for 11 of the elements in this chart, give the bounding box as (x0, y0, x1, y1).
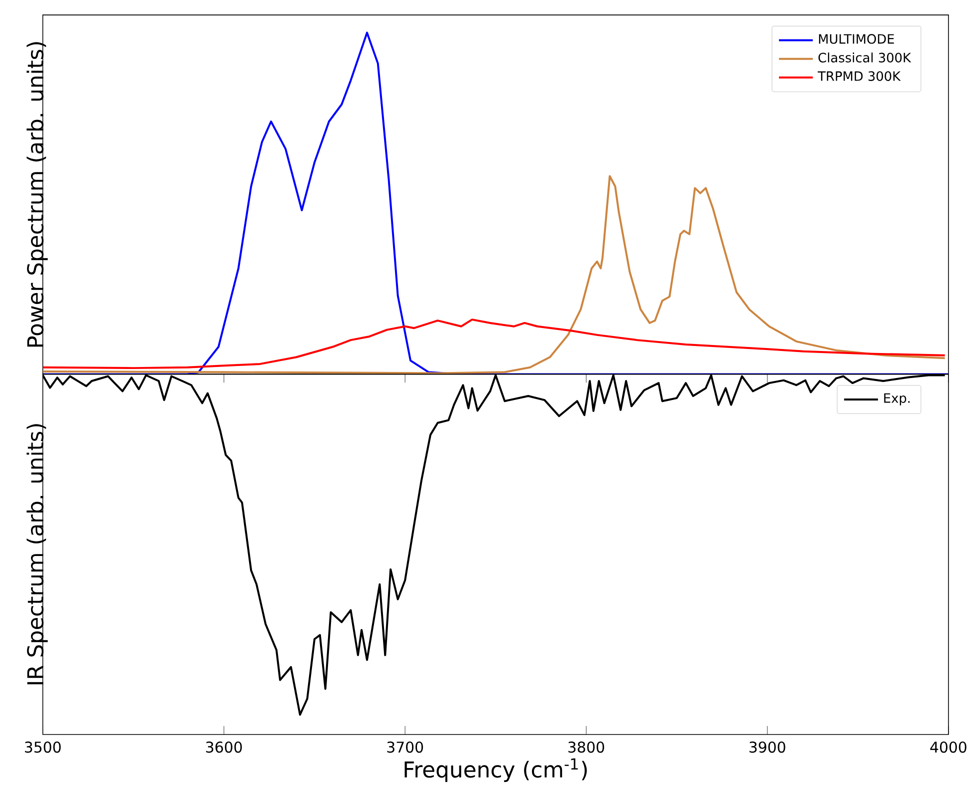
x-tick-label: 3700 (387, 741, 423, 753)
legend-label: Classical 300K (818, 52, 912, 62)
x-tick-label: 4000 (930, 741, 966, 753)
legend-label: Exp. (884, 393, 910, 406)
legend-label: MULTIMODE (819, 34, 894, 44)
legend-label: TRPMD 300K (818, 71, 901, 81)
x-tick-label: 3800 (568, 741, 604, 753)
x-axis-title: Frequency (cm$^{-1}$) (404, 758, 587, 782)
x-tick-label: 3500 (24, 741, 61, 753)
x-tick-label: 3900 (750, 741, 786, 753)
x-tick-label: 3600 (206, 741, 242, 753)
